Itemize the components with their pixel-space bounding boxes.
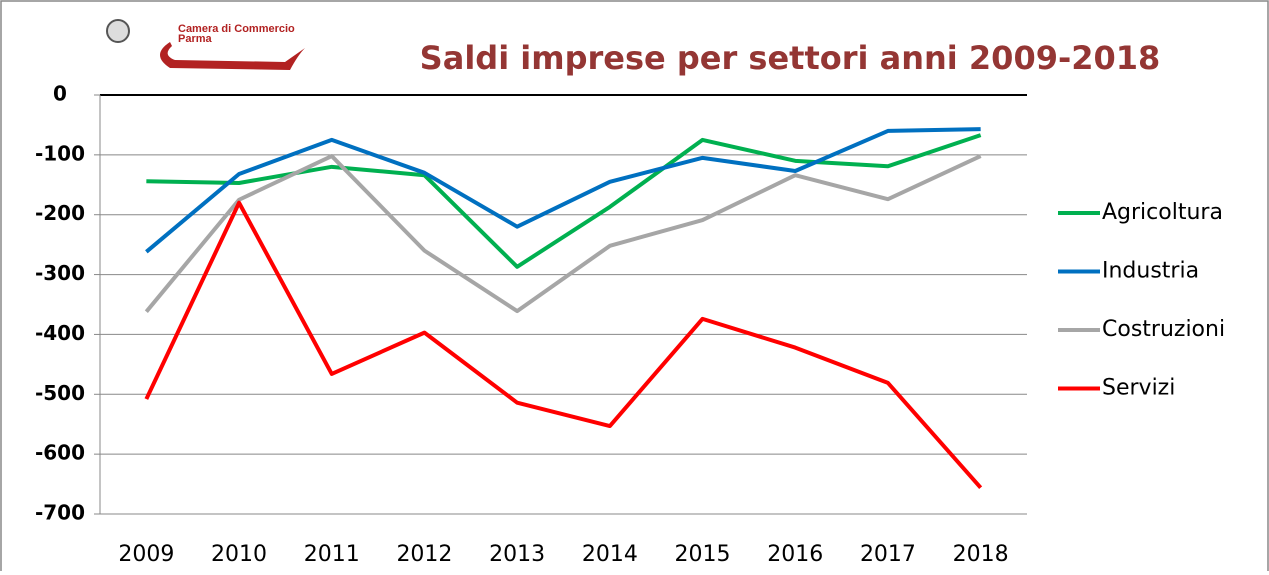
y-tick-label: -500 bbox=[35, 381, 85, 405]
x-tick-label: 2010 bbox=[211, 542, 267, 567]
line-series bbox=[144, 154, 982, 314]
x-tick-label: 2015 bbox=[675, 542, 731, 567]
x-tick-label: 2009 bbox=[118, 542, 174, 567]
x-tick-label: 2018 bbox=[953, 542, 1009, 567]
x-tick-label: 2016 bbox=[767, 542, 823, 567]
x-tick-label: 2012 bbox=[396, 542, 452, 567]
logo-text: Parma bbox=[178, 33, 213, 45]
chart-title: Saldi imprese per settori anni 2009-2018 bbox=[420, 39, 1161, 77]
line-series bbox=[146, 133, 982, 269]
y-tick-label: -700 bbox=[35, 501, 85, 525]
x-tick-label: 2014 bbox=[582, 542, 638, 567]
legend-label: Agricoltura bbox=[1102, 200, 1223, 225]
y-tick-label: -400 bbox=[35, 321, 85, 345]
legend-label: Servizi bbox=[1102, 376, 1175, 401]
legend-label: Industria bbox=[1102, 259, 1199, 284]
line-series bbox=[144, 200, 983, 489]
logo-swoosh bbox=[160, 42, 305, 70]
y-tick-label: -200 bbox=[35, 201, 85, 225]
x-tick-label: 2011 bbox=[304, 542, 360, 567]
line-series bbox=[145, 127, 981, 254]
y-tick-label: 0 bbox=[53, 82, 67, 106]
y-tick-label: -100 bbox=[35, 141, 85, 165]
logo-text: Camera di Commercio bbox=[178, 23, 295, 35]
logo-seal bbox=[106, 19, 130, 43]
legend-label: Costruzioni bbox=[1102, 317, 1225, 342]
x-tick-label: 2013 bbox=[489, 542, 545, 567]
y-tick-label: -300 bbox=[35, 261, 85, 285]
x-tick-label: 2017 bbox=[860, 542, 916, 567]
y-tick-label: -600 bbox=[35, 441, 85, 465]
